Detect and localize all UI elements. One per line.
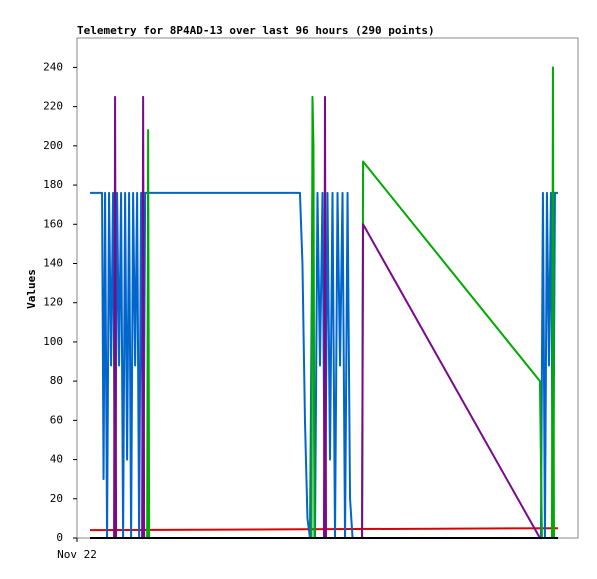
y-tick-label: 220 [43, 100, 63, 113]
x-tick-label: Nov 22 [57, 548, 97, 561]
y-tick-label: 160 [43, 217, 63, 230]
y-tick-label: 0 [56, 531, 63, 544]
y-tick-label: 60 [50, 413, 63, 426]
y-tick-label: 120 [43, 296, 63, 309]
chart-title: Telemetry for 8P4AD-13 over last 96 hour… [77, 24, 435, 37]
y-tick-label: 40 [50, 453, 63, 466]
y-tick-label: 140 [43, 256, 63, 269]
y-tick-label: 100 [43, 335, 63, 348]
y-tick-label: 240 [43, 60, 63, 73]
y-axis-label: Values [25, 269, 38, 309]
y-tick-label: 200 [43, 139, 63, 152]
y-tick-label: 20 [50, 492, 63, 505]
y-tick-label: 80 [50, 374, 63, 387]
y-tick-label: 180 [43, 178, 63, 191]
